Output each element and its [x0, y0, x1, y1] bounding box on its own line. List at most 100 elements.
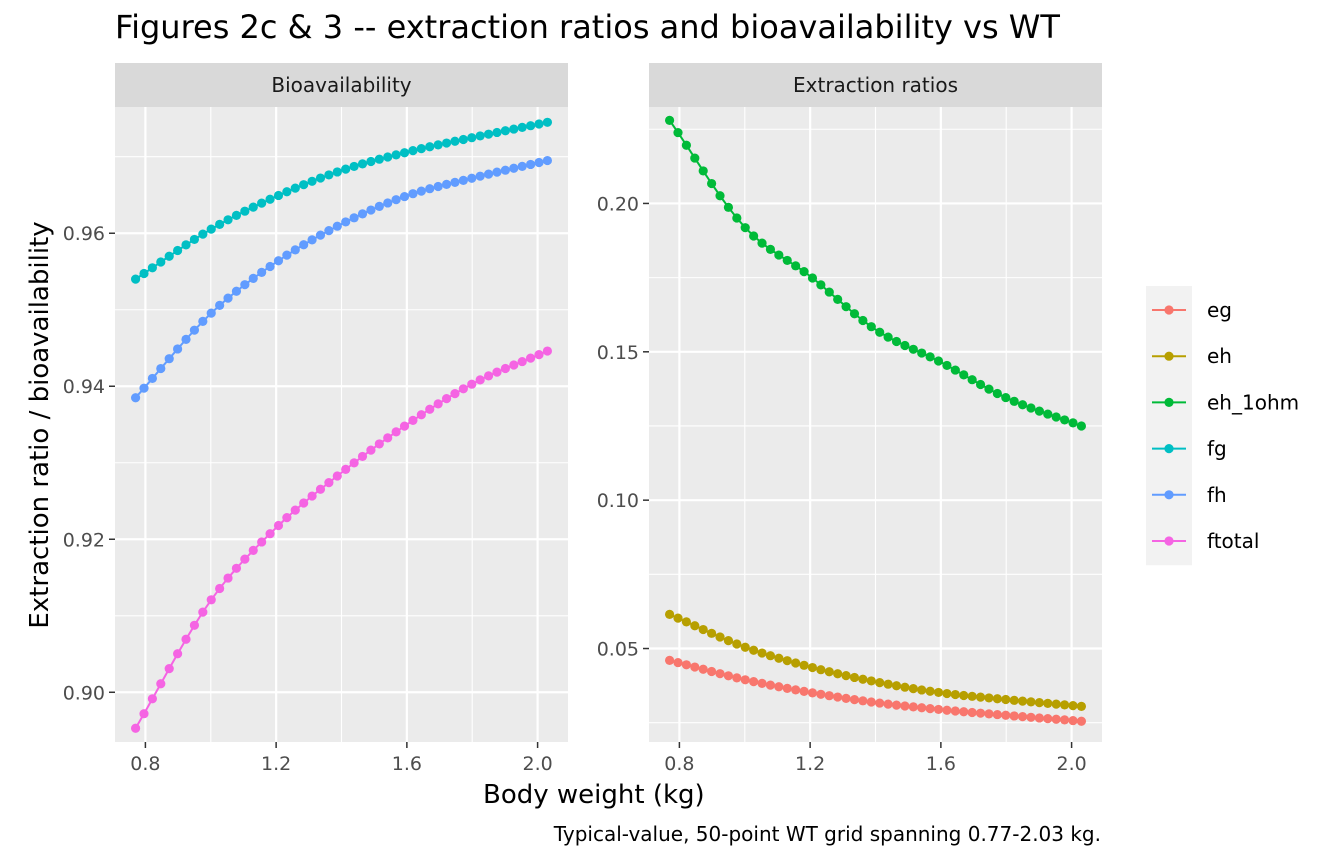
data-point-fg — [240, 206, 250, 216]
data-point-fg — [130, 274, 141, 284]
data-point-fh — [290, 245, 300, 255]
data-point-eh_1ohm — [1001, 392, 1011, 403]
data-point-fh — [425, 184, 435, 194]
data-point-fh — [475, 171, 485, 181]
data-point-eg — [1043, 714, 1053, 724]
data-point-eh_1ohm — [1068, 418, 1078, 428]
data-point-ftotal — [215, 583, 225, 594]
data-point-ftotal — [181, 634, 191, 644]
data-point-eh — [925, 686, 935, 696]
data-point-eg — [791, 685, 801, 695]
data-point-eh — [664, 609, 675, 620]
data-point-eh_1ohm — [1043, 409, 1053, 419]
data-point-fh — [181, 334, 191, 344]
data-point-fh — [441, 179, 452, 189]
data-point-fh — [156, 363, 166, 374]
data-point-eg — [799, 686, 809, 696]
data-point-eh_1ohm — [816, 280, 826, 290]
data-point-ftotal — [542, 346, 553, 356]
data-point-fg — [391, 150, 401, 160]
data-point-fg — [173, 245, 183, 256]
data-point-fg — [475, 131, 485, 141]
data-point-eg — [740, 675, 750, 685]
data-point-eh_1ohm — [664, 115, 675, 125]
data-point-fh — [542, 155, 553, 166]
data-point-eh_1ohm — [1017, 400, 1028, 410]
data-point-eg — [782, 683, 792, 693]
data-point-ftotal — [526, 353, 536, 363]
data-point-eh — [799, 660, 809, 670]
data-point-eg — [942, 705, 952, 715]
legend-label-fg: fg — [1207, 437, 1227, 461]
data-point-fh — [315, 230, 326, 240]
data-point-eh_1ohm — [866, 322, 876, 332]
legend-marker-fg — [1164, 444, 1174, 454]
data-point-fh — [526, 159, 536, 170]
data-point-eh — [967, 691, 977, 701]
data-point-eh — [765, 651, 776, 661]
data-point-eh — [950, 689, 960, 700]
data-point-fg — [349, 161, 359, 172]
data-point-fh — [324, 226, 334, 236]
data-point-fh — [500, 165, 510, 175]
data-point-fg — [332, 167, 342, 177]
x-tick-label: 1.2 — [795, 753, 825, 775]
data-point-ftotal — [147, 694, 157, 704]
data-point-fg — [441, 138, 452, 148]
data-point-eh_1ohm — [698, 166, 708, 176]
data-point-eg — [807, 688, 818, 698]
y-tick-label: 0.05 — [597, 639, 639, 661]
data-point-ftotal — [282, 513, 292, 523]
data-point-eg — [698, 664, 708, 674]
data-point-fg — [509, 124, 519, 134]
data-point-fg — [467, 133, 477, 143]
data-point-ftotal — [273, 520, 284, 531]
data-point-ftotal — [248, 545, 258, 555]
data-point-fh — [366, 205, 376, 215]
data-point-eh — [900, 682, 910, 692]
data-point-eh — [858, 674, 868, 684]
data-point-eh — [1001, 694, 1011, 705]
y-tick-label: 0.20 — [597, 193, 639, 215]
data-point-eg — [950, 706, 960, 716]
data-point-eh — [740, 642, 750, 652]
x-tick-label: 2.0 — [522, 753, 552, 775]
data-point-ftotal — [164, 664, 174, 674]
data-point-fg — [299, 180, 309, 190]
data-point-ftotal — [458, 384, 468, 394]
data-point-eh_1ohm — [791, 261, 801, 271]
y-tick-label: 0.96 — [63, 223, 105, 245]
data-point-eg — [757, 678, 767, 689]
data-point-eh — [849, 672, 860, 683]
data-point-fh — [189, 325, 200, 335]
data-point-fg — [198, 229, 208, 239]
data-point-fh — [273, 256, 284, 266]
data-point-fh — [248, 273, 258, 284]
data-point-ftotal — [173, 649, 183, 659]
data-point-ftotal — [189, 620, 200, 630]
data-point-ftotal — [383, 433, 393, 443]
data-point-fh — [164, 354, 174, 364]
data-point-eh — [1026, 697, 1036, 707]
data-point-eh_1ohm — [732, 213, 742, 223]
x-tick-label: 1.6 — [392, 753, 422, 775]
data-point-eh_1ohm — [1026, 403, 1036, 413]
data-point-eg — [765, 680, 776, 690]
data-point-eh — [883, 679, 893, 689]
data-point-eh_1ohm — [833, 294, 843, 304]
legend-item-fg: fg — [1152, 437, 1227, 461]
data-point-fh — [408, 189, 418, 199]
data-point-fg — [231, 210, 242, 221]
data-point-ftotal — [467, 379, 477, 389]
data-point-eh_1ohm — [875, 327, 885, 337]
data-point-fg — [542, 117, 553, 127]
data-point-eg — [816, 689, 826, 699]
data-point-fg — [517, 122, 527, 132]
data-point-eh_1ohm — [925, 352, 935, 362]
data-point-eh_1ohm — [900, 340, 910, 351]
data-point-eg — [849, 695, 860, 705]
data-point-eg — [891, 700, 902, 710]
data-point-fh — [173, 344, 183, 354]
data-point-eh — [723, 636, 734, 646]
